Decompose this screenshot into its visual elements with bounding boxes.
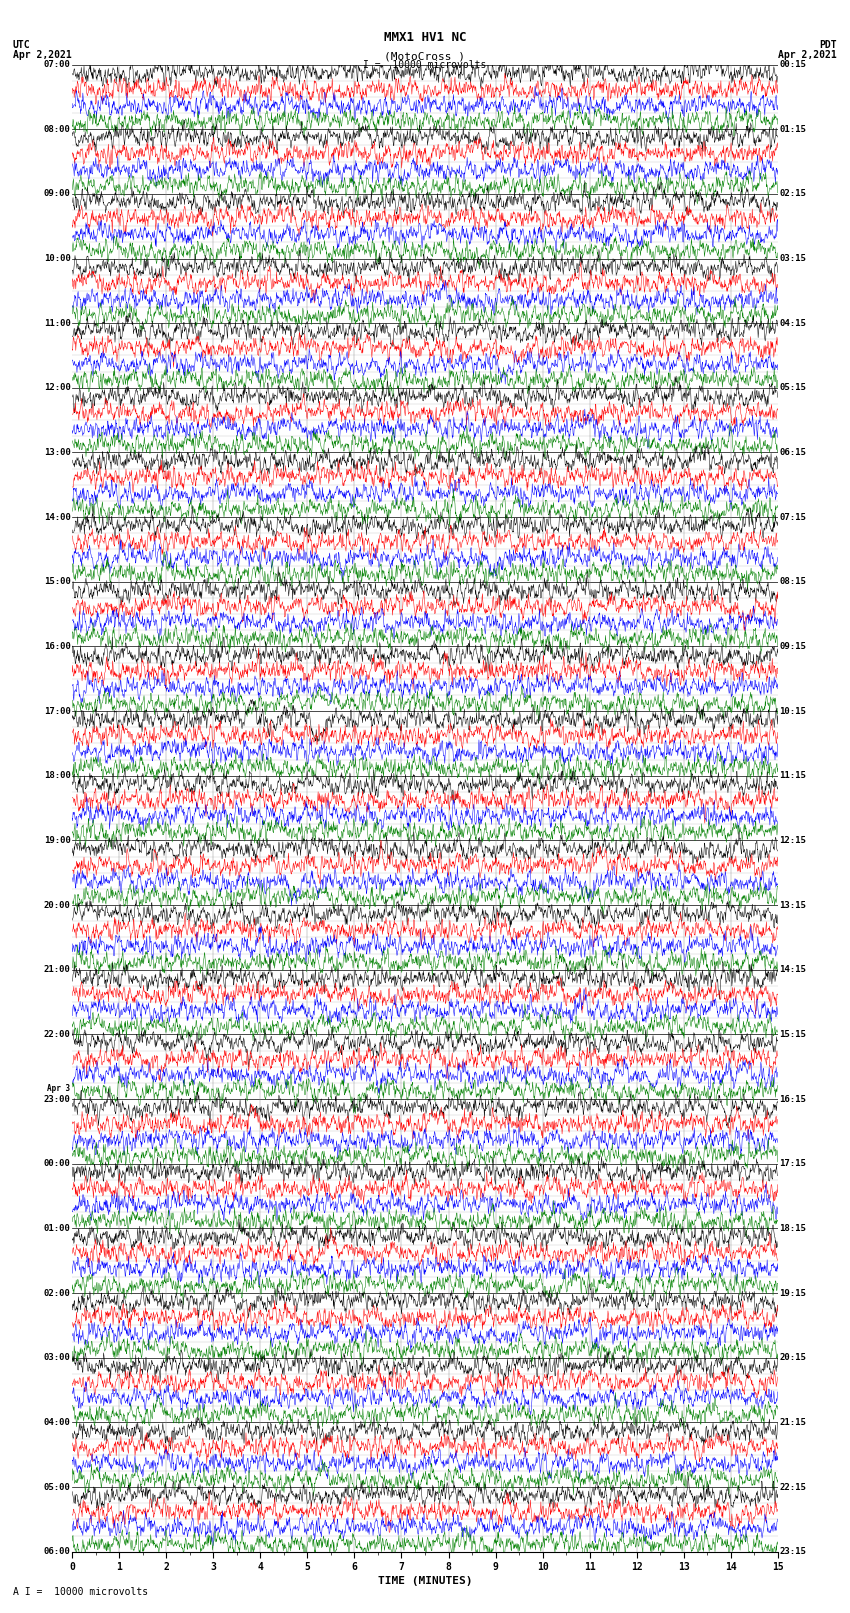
Text: 12:15: 12:15 [779, 836, 807, 845]
Text: 11:00: 11:00 [43, 319, 71, 327]
Text: 20:15: 20:15 [779, 1353, 807, 1363]
Text: 15:15: 15:15 [779, 1031, 807, 1039]
Text: 19:15: 19:15 [779, 1289, 807, 1297]
Text: 17:00: 17:00 [43, 706, 71, 716]
Text: 22:15: 22:15 [779, 1482, 807, 1492]
Text: 07:00: 07:00 [43, 60, 71, 69]
Text: 11:15: 11:15 [779, 771, 807, 781]
Text: 17:15: 17:15 [779, 1160, 807, 1168]
Text: I =  10000 microvolts: I = 10000 microvolts [363, 60, 487, 69]
Text: MMX1 HV1 NC: MMX1 HV1 NC [383, 31, 467, 44]
Text: 21:15: 21:15 [779, 1418, 807, 1428]
Text: 13:00: 13:00 [43, 448, 71, 456]
Text: 10:00: 10:00 [43, 253, 71, 263]
Text: 14:15: 14:15 [779, 965, 807, 974]
Text: 10:15: 10:15 [779, 706, 807, 716]
Text: 23:15: 23:15 [779, 1547, 807, 1557]
Text: 02:15: 02:15 [779, 189, 807, 198]
Text: 03:00: 03:00 [43, 1353, 71, 1363]
Text: 05:00: 05:00 [43, 1482, 71, 1492]
Text: 15:00: 15:00 [43, 577, 71, 586]
Text: 06:00: 06:00 [43, 1547, 71, 1557]
Text: 21:00: 21:00 [43, 965, 71, 974]
Text: 09:00: 09:00 [43, 189, 71, 198]
Text: 08:15: 08:15 [779, 577, 807, 586]
Text: 16:15: 16:15 [779, 1095, 807, 1103]
Text: 12:00: 12:00 [43, 384, 71, 392]
Text: 00:15: 00:15 [779, 60, 807, 69]
Text: 19:00: 19:00 [43, 836, 71, 845]
Text: 05:15: 05:15 [779, 384, 807, 392]
Text: 13:15: 13:15 [779, 900, 807, 910]
Text: 03:15: 03:15 [779, 253, 807, 263]
Text: 16:00: 16:00 [43, 642, 71, 652]
Text: 18:00: 18:00 [43, 771, 71, 781]
X-axis label: TIME (MINUTES): TIME (MINUTES) [377, 1576, 473, 1586]
Text: 23:00: 23:00 [43, 1095, 71, 1103]
Text: 22:00: 22:00 [43, 1031, 71, 1039]
Text: 02:00: 02:00 [43, 1289, 71, 1297]
Text: UTC: UTC [13, 40, 31, 50]
Text: 07:15: 07:15 [779, 513, 807, 521]
Text: 20:00: 20:00 [43, 900, 71, 910]
Text: Apr 2,2021: Apr 2,2021 [13, 50, 71, 60]
Text: 09:15: 09:15 [779, 642, 807, 652]
Text: 00:00: 00:00 [43, 1160, 71, 1168]
Text: 14:00: 14:00 [43, 513, 71, 521]
Text: Apr 2,2021: Apr 2,2021 [779, 50, 837, 60]
Text: (MotoCross ): (MotoCross ) [384, 52, 466, 61]
Text: 01:15: 01:15 [779, 124, 807, 134]
Text: 08:00: 08:00 [43, 124, 71, 134]
Text: 01:00: 01:00 [43, 1224, 71, 1232]
Text: 04:15: 04:15 [779, 319, 807, 327]
Text: Apr 3: Apr 3 [48, 1084, 71, 1092]
Text: PDT: PDT [819, 40, 837, 50]
Text: 18:15: 18:15 [779, 1224, 807, 1232]
Text: 04:00: 04:00 [43, 1418, 71, 1428]
Text: 06:15: 06:15 [779, 448, 807, 456]
Text: A I =  10000 microvolts: A I = 10000 microvolts [13, 1587, 148, 1597]
